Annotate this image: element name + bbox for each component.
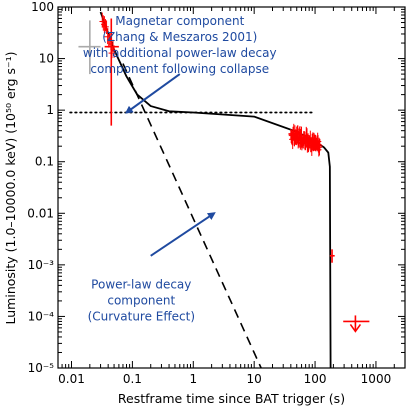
x-tick-label: 100 [304,372,327,386]
y-tick-label: 0.01 [27,206,54,220]
annotation-text-line: component following collapse [90,62,269,76]
y-tick-label: 100 [31,0,54,14]
annotation-text-line: (Zhang & Meszaros 2001) [102,30,257,44]
annotation-text-line: component [107,293,175,307]
annotation-text-line: Power-law decay [91,277,191,291]
y-tick-label: 10⁻⁵ [28,361,55,375]
annotation-arrow [124,73,181,114]
x-tick-label: 1 [189,372,197,386]
x-tick-label: 10 [247,372,262,386]
series-dashed-line [122,63,262,369]
y-tick-label: 10⁻³ [28,258,55,272]
x-tick-label: 1000 [361,372,392,386]
annotation-arrow [150,212,216,257]
y-tick-label: 10⁻⁴ [28,309,55,323]
x-tick-label: 0.01 [58,372,85,386]
annotation-text-line: (Curvature Effect) [88,309,195,323]
y-tick-label: 10 [39,52,54,66]
upper-limit-arrow [349,323,362,333]
y-tick-label: 1 [46,103,54,117]
plot-frame [57,6,406,369]
annotation-text-line: Magnetar component [115,14,244,28]
y-axis-label: Luminosity (1.0–10000.0 keV) (10⁵⁰ erg s… [3,52,18,325]
y-tick-label: 0.1 [35,155,54,169]
series-solid-line [99,11,332,369]
annotation-text-line: with additional power-law decay [83,46,277,60]
x-tick-label: 0.1 [123,372,142,386]
x-axis-label: Restframe time since BAT trigger (s) [118,391,345,406]
